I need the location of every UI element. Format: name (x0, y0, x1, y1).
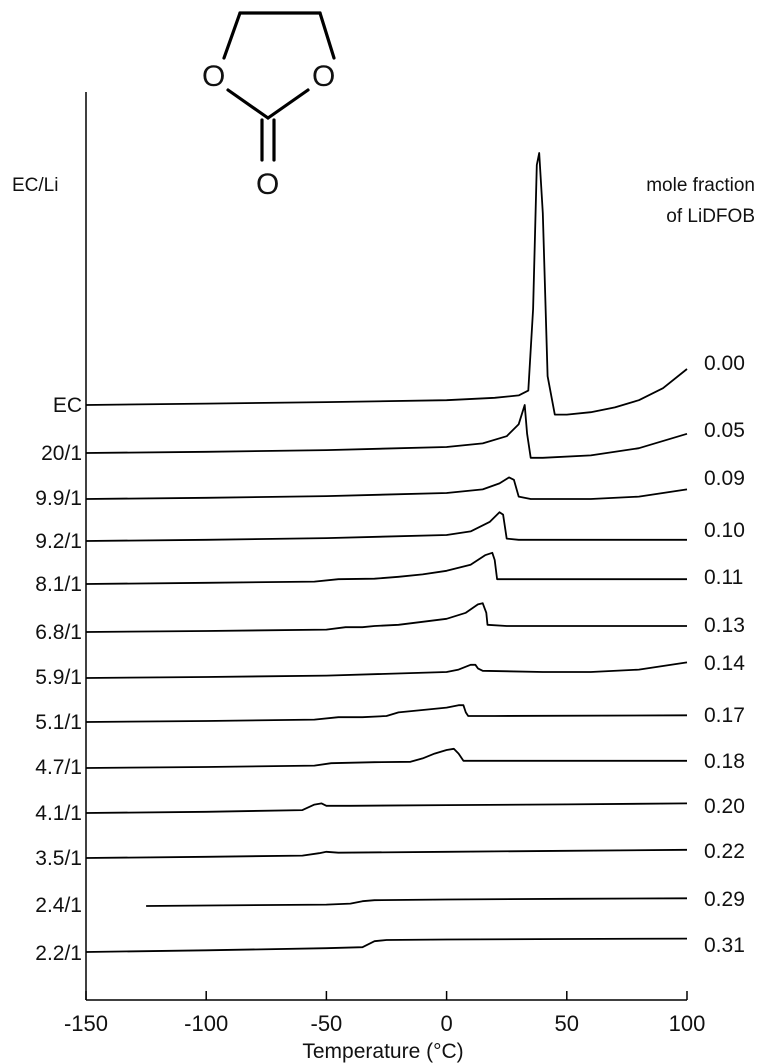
ratio-label: 8.1/1 (35, 573, 82, 596)
ring-oxygen-left: O (202, 60, 225, 93)
fraction-label: 0.11 (704, 566, 743, 589)
right-header-line-1: mole fraction (646, 175, 755, 196)
ratio-label: 2.4/1 (35, 894, 82, 917)
dsc-trace-0.14 (85, 661, 688, 679)
dsc-trace-0.05 (85, 404, 688, 459)
x-axis-title: Temperature (°C) (302, 1040, 463, 1063)
carbonyl-oxygen: O (256, 168, 279, 201)
fraction-label: 0.14 (704, 652, 745, 675)
ratio-label: EC (53, 394, 82, 417)
x-tick-label: 0 (440, 1011, 452, 1036)
ratio-label: 5.9/1 (35, 666, 82, 689)
x-tick-label: -100 (184, 1011, 228, 1036)
ratio-label: 20/1 (41, 442, 82, 465)
fraction-label: 0.10 (704, 519, 745, 542)
dsc-trace-0.22 (85, 848, 688, 859)
ratio-label: 9.9/1 (35, 487, 82, 510)
ratio-label: 2.2/1 (35, 942, 82, 965)
dsc-trace-0.20 (85, 802, 688, 814)
ratio-label: 4.7/1 (35, 756, 82, 779)
ratio-label: 4.1/1 (35, 802, 82, 825)
dsc-trace-0.31 (85, 937, 688, 953)
dsc-traces (85, 152, 688, 953)
dsc-trace-0.00 (85, 152, 688, 416)
left-header-ec-li: EC/Li (12, 175, 58, 196)
fraction-label: 0.22 (704, 840, 745, 863)
right-header-line-2: of LiDFOB (666, 206, 755, 227)
x-tick-label: 50 (555, 1011, 579, 1036)
fraction-label: 0.09 (704, 467, 745, 490)
fraction-label: 0.00 (704, 352, 745, 375)
dsc-trace-0.09 (85, 476, 688, 500)
fraction-label: 0.29 (704, 888, 745, 911)
ring-oxygen-right: O (312, 60, 335, 93)
fraction-label: 0.13 (704, 614, 745, 637)
dsc-trace-0.10 (85, 511, 687, 542)
ratio-label: 9.2/1 (35, 530, 82, 553)
dsc-trace-0.11 (85, 551, 687, 585)
x-tick-label: -50 (311, 1011, 343, 1036)
fraction-label: 0.31 (704, 934, 745, 957)
ratio-label: 6.8/1 (35, 621, 82, 644)
ethylene-carbonate-structure: O O O (202, 11, 336, 201)
dsc-trace-0.29 (146, 897, 688, 907)
fraction-label: 0.17 (704, 704, 745, 727)
dsc-trace-0.13 (85, 602, 687, 633)
fraction-label: 0.05 (704, 419, 745, 442)
dsc-trace-0.17 (85, 704, 688, 723)
fraction-label: 0.18 (704, 750, 745, 773)
x-tick-label: 100 (669, 1011, 706, 1036)
fraction-labels: 0.00 0.05 0.09 0.10 0.11 0.13 0.14 0.17 0.18 0.20… (704, 352, 745, 957)
dsc-trace-0.18 (85, 747, 687, 769)
ratio-label: 5.1/1 (35, 711, 82, 734)
ratio-labels: EC 20/1 9.9/1 9.2/1 8.1/1 6.8/1 5.9/1 5.1/1 4.7/… (35, 394, 82, 965)
ratio-label: 3.5/1 (35, 847, 82, 870)
fraction-label: 0.20 (704, 795, 745, 818)
x-tick-label: -150 (64, 1011, 108, 1036)
x-axis-ticks: -150 -100 -50 0 50 100 (64, 991, 705, 1036)
